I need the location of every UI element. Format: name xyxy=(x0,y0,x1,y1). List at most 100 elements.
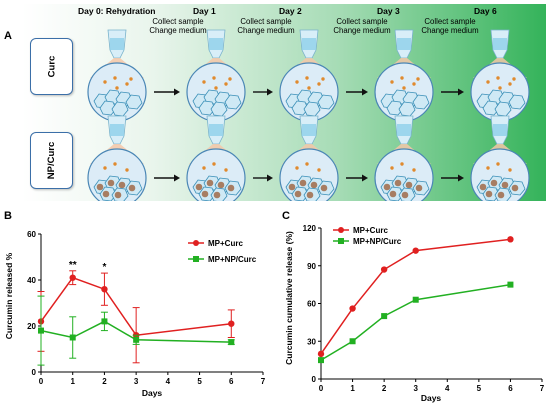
chart-b-series-mp-curc-point xyxy=(101,286,108,293)
chart-c-series-mp-curc-point xyxy=(317,350,325,358)
curcumin-bead-icon xyxy=(224,168,228,172)
chart-b-series-mp-np-curc-point xyxy=(133,336,140,343)
chart-c-plot-area: 0 30 60 90 120 0 1 2 3 4 5 6 7 xyxy=(303,224,545,393)
nanoparticle-icon xyxy=(394,179,402,187)
chart-c-y-tick-label: 60 xyxy=(307,300,316,309)
chart-b-x-tick-label: 7 xyxy=(261,377,266,386)
curcumin-bead-icon xyxy=(214,86,218,90)
chart-b-series-mp-curc-point xyxy=(228,320,235,327)
hydrogel-cell-icon xyxy=(224,94,242,110)
chart-c: Curcumin cumulative release (%) Days 030… xyxy=(284,224,545,403)
nanoparticle-icon xyxy=(405,181,413,189)
day-label-6: Day 6 xyxy=(474,6,497,16)
nanoparticle-icon xyxy=(320,184,328,192)
chart-c-series-mp-curc-point xyxy=(349,305,356,312)
legend-label-mp-np-curc: MP+NP/Curc xyxy=(353,237,402,246)
chart-c-x-tick-label: 7 xyxy=(540,384,545,393)
day-label-1: Day 1 xyxy=(193,6,216,16)
chart-b-series-mp-np-curc-point xyxy=(69,334,76,341)
row-label-curc-text: Curc xyxy=(46,55,57,78)
curcumin-bead-icon xyxy=(412,168,416,172)
nanoparticle-icon xyxy=(195,183,203,191)
nanoparticle-icon xyxy=(201,190,209,198)
note-day3-line1: Collect sample xyxy=(336,17,388,26)
pipette-liquid xyxy=(110,124,124,136)
nanoparticle-icon xyxy=(497,191,505,199)
nanoparticle-icon xyxy=(401,191,409,199)
curcumin-bead-icon xyxy=(202,80,206,84)
curcumin-bead-icon xyxy=(305,162,309,166)
curcumin-bead-icon xyxy=(295,80,299,84)
curcumin-bead-icon xyxy=(508,82,512,86)
chart-b-x-tick-label: 1 xyxy=(70,377,75,386)
curcumin-bead-icon xyxy=(224,82,228,86)
chart-c-series-mp-curc-point xyxy=(412,247,419,254)
legend-marker-mp-np-curc xyxy=(193,256,199,262)
curcumin-bead-icon xyxy=(416,77,420,81)
day-label-0: Day 0: Rehydration xyxy=(78,6,156,16)
chart-b-series-mp-np-curc-point xyxy=(228,339,235,346)
nanoparticle-icon xyxy=(490,179,498,187)
curcumin-bead-icon xyxy=(113,162,117,166)
chart-c-series-mp-np-curc-point xyxy=(318,357,324,364)
chart-c-x-tick-label: 1 xyxy=(350,384,355,393)
chart-b: Curcumin released % Days 0 20 40 60 0 1 2 3 4 5 6 7… xyxy=(4,230,266,398)
curcumin-bead-icon xyxy=(512,77,516,81)
legend-marker-mp-curc xyxy=(193,240,199,246)
arrow-right-icon xyxy=(267,88,273,96)
chart-c-series-mp-np-curc-point xyxy=(412,296,419,303)
nanoparticle-icon xyxy=(299,179,307,187)
curcumin-bead-icon xyxy=(125,168,129,172)
nanoparticle-icon xyxy=(288,183,296,191)
chart-c-series-mp-curc-line xyxy=(320,238,511,355)
curcumin-bead-icon xyxy=(212,162,216,166)
pipette-liquid xyxy=(493,38,507,50)
nanoparticle-icon xyxy=(389,190,397,198)
arrow-right-icon xyxy=(458,88,464,96)
nanoparticle-icon xyxy=(128,184,136,192)
chart-b-xlabel: Days xyxy=(142,388,163,398)
pipette-liquid xyxy=(397,124,411,136)
panel-b-letter: B xyxy=(4,210,12,222)
chart-c-x-tick-label: 3 xyxy=(413,384,418,393)
nanoparticle-icon xyxy=(310,181,318,189)
note-day1-line1: Collect sample xyxy=(152,17,204,26)
pipette-liquid xyxy=(110,38,124,50)
pipette-liquid xyxy=(209,124,223,136)
chart-b-x-tick-label: 0 xyxy=(39,377,44,386)
nanoparticle-icon xyxy=(96,183,104,191)
chart-c-xlabel: Days xyxy=(421,393,442,403)
arrow-right-icon xyxy=(458,174,464,182)
chart-b-y-tick-label: 20 xyxy=(27,322,36,331)
nanoparticle-icon xyxy=(294,190,302,198)
arrow-right-icon xyxy=(174,174,180,182)
curcumin-bead-icon xyxy=(228,77,232,81)
hydrogel-cell-icon xyxy=(111,101,129,117)
arrow-right-icon xyxy=(362,88,368,96)
chart-b-series-mp-np-curc-point xyxy=(101,318,108,325)
curcumin-bead-icon xyxy=(496,162,500,166)
nanoparticle-icon xyxy=(107,179,115,187)
chart-b-y-tick-label: 60 xyxy=(27,230,36,239)
chart-c-x-tick-label: 0 xyxy=(319,384,324,393)
note-day6: Collect sample Change medium xyxy=(415,17,485,35)
nanoparticle-icon xyxy=(206,179,214,187)
legend-label-mp-curc: MP+Curc xyxy=(208,239,243,248)
legend-label-mp-np-curc: MP+NP/Curc xyxy=(208,255,257,264)
hydrogel-cell-icon xyxy=(508,94,526,110)
hydrogel-cell-icon xyxy=(210,101,228,117)
nanoparticle-icon xyxy=(415,184,423,192)
chart-c-series-mp-np-curc-point xyxy=(381,313,388,320)
nanoparticle-icon xyxy=(485,190,493,198)
note-day6-line2: Change medium xyxy=(421,26,479,35)
curcumin-bead-icon xyxy=(113,76,117,80)
hydrogel-cell-icon xyxy=(398,101,416,117)
chart-c-y-tick-label: 90 xyxy=(307,262,316,271)
chart-b-y-tick-label: 0 xyxy=(32,368,37,377)
legend-marker-mp-curc xyxy=(338,227,344,233)
chart-c-y-tick-label: 30 xyxy=(307,337,316,346)
chart-b-series-mp-curc-point xyxy=(69,274,76,281)
curcumin-bead-icon xyxy=(486,80,490,84)
curcumin-bead-icon xyxy=(508,168,512,172)
